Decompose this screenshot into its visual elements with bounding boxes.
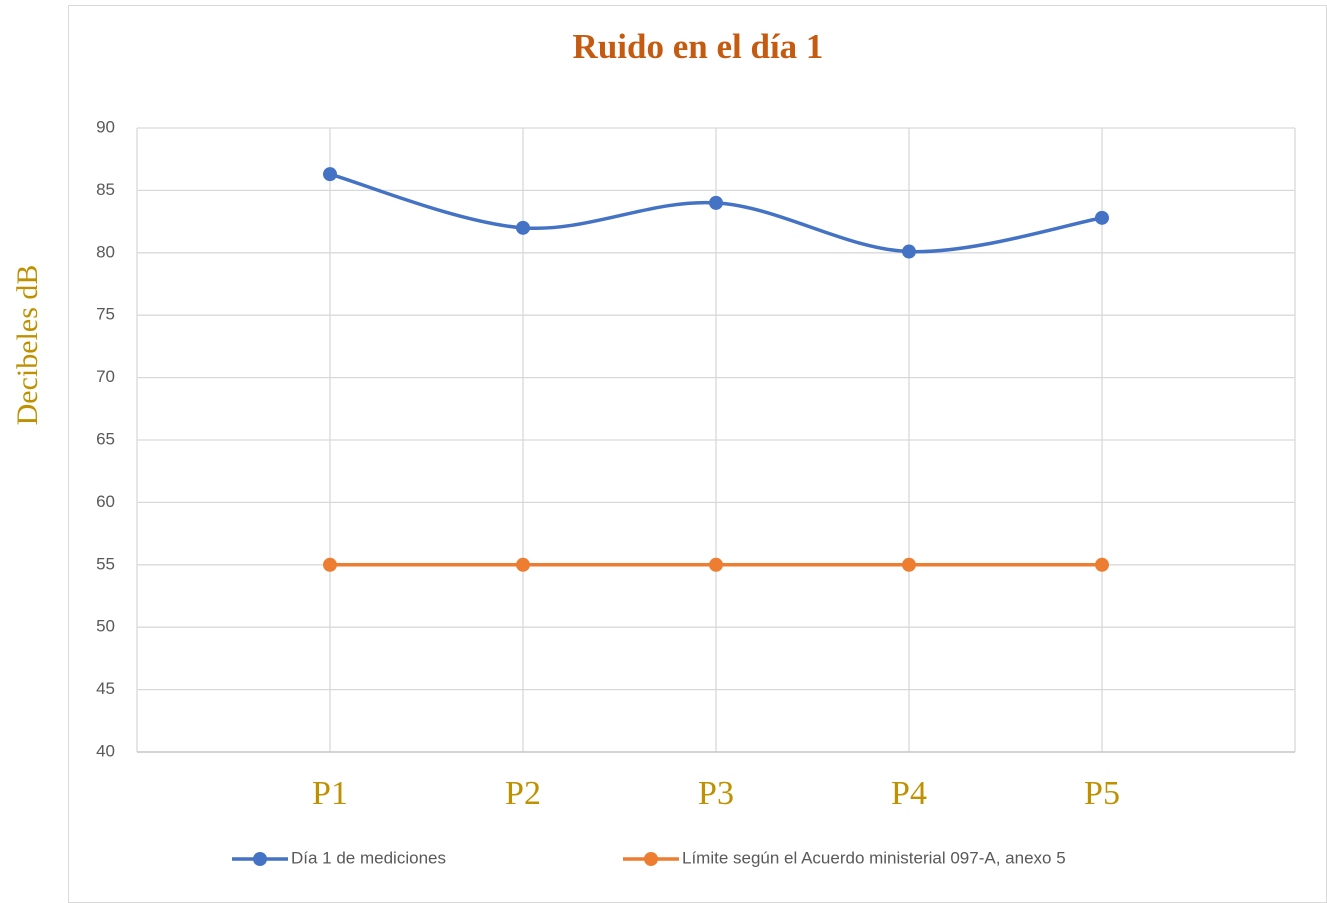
y-tick-label: 50 — [96, 617, 115, 636]
x-tick-label: P3 — [698, 775, 734, 812]
legend-marker — [253, 852, 267, 866]
x-tick-label: P2 — [505, 775, 541, 812]
legend-label: Límite según el Acuerdo ministerial 097-… — [682, 848, 1066, 867]
y-tick-label: 45 — [96, 679, 115, 698]
y-tick-label: 85 — [96, 180, 115, 199]
point — [709, 557, 723, 572]
point — [516, 557, 530, 572]
point — [323, 557, 337, 572]
point — [902, 557, 916, 572]
x-tick-label: P1 — [312, 775, 348, 812]
legend-marker — [644, 852, 658, 866]
chart-frame — [68, 5, 1327, 903]
point — [709, 195, 723, 210]
legend-label: Día 1 de mediciones — [291, 848, 446, 867]
y-tick-label: 90 — [96, 117, 115, 136]
y-tick-label: 60 — [96, 492, 115, 511]
y-tick-label: 75 — [96, 305, 115, 324]
point — [1095, 210, 1109, 225]
y-tick-label: 65 — [96, 429, 115, 448]
point — [1095, 557, 1109, 572]
point — [902, 244, 916, 259]
point — [516, 220, 530, 235]
y-tick-label: 80 — [96, 242, 115, 261]
y-tick-label: 55 — [96, 554, 115, 573]
chart-title: Ruido en el día 1 — [573, 27, 824, 66]
x-tick-label: P5 — [1084, 775, 1120, 812]
point — [323, 167, 337, 182]
y-tick-label: 40 — [96, 741, 115, 760]
y-tick-label: 70 — [96, 367, 115, 386]
x-tick-label: P4 — [891, 775, 927, 812]
y-axis-label: Decibeles dB — [11, 265, 44, 426]
